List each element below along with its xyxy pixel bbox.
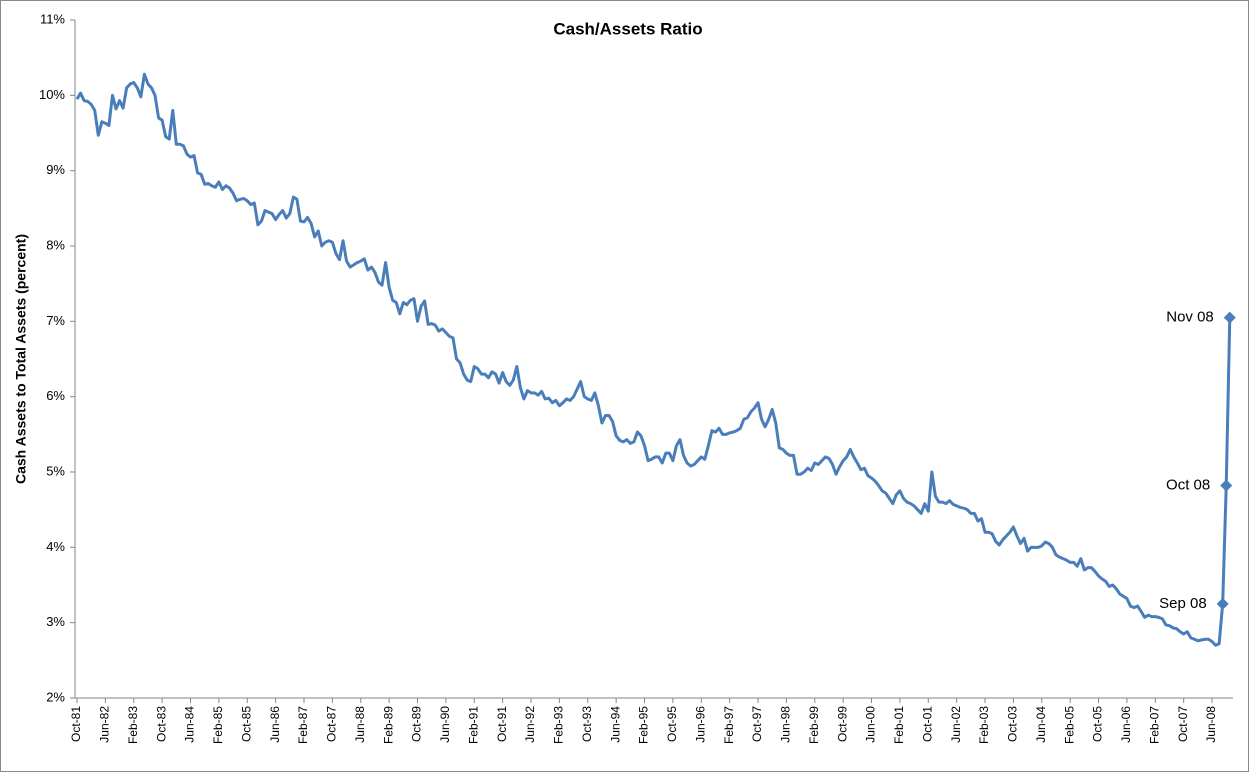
x-tick-label: Jun-98 (779, 706, 793, 743)
x-tick-label: Feb-85 (211, 706, 225, 744)
x-tick-label: Jun-82 (98, 706, 112, 743)
x-tick-label: Feb-07 (1147, 706, 1161, 744)
x-tick-label: Oct-93 (580, 706, 594, 742)
x-tick-label: Feb-01 (892, 706, 906, 744)
x-tick-label: Feb-05 (1062, 706, 1076, 744)
x-tick-label: Oct-99 (835, 706, 849, 742)
x-tick-label: Jun-96 (693, 706, 707, 743)
x-tick-label: Feb-95 (637, 706, 651, 744)
y-tick-label: 3% (46, 614, 65, 629)
x-tick-label: Jun-02 (949, 706, 963, 743)
point-marker (1220, 479, 1233, 492)
x-tick-label: Oct-05 (1091, 706, 1105, 742)
x-tick-label: Jun-90 (438, 706, 452, 743)
x-tick-label: Feb-89 (381, 706, 395, 744)
y-tick-label: 8% (46, 237, 65, 252)
point-marker (1216, 597, 1229, 610)
y-tick-label: 4% (46, 539, 65, 554)
x-tick-label: Oct-97 (750, 706, 764, 742)
y-tick-label: 9% (46, 162, 65, 177)
x-tick-label: Oct-89 (410, 706, 424, 742)
x-tick-label: Jun-06 (1119, 706, 1133, 743)
x-tick-label: Jun-92 (523, 706, 537, 743)
point-marker (1223, 311, 1236, 324)
y-tick-label: 2% (46, 689, 65, 704)
x-tick-label: Feb-87 (296, 706, 310, 744)
y-tick-label: 5% (46, 463, 65, 478)
x-tick-label: Feb-03 (977, 706, 991, 744)
x-tick-label: Feb-99 (807, 706, 821, 744)
x-tick-label: Oct-85 (239, 706, 253, 742)
annotation: Sep 08 (1159, 595, 1207, 612)
x-tick-label: Oct-83 (154, 706, 168, 742)
x-tick-label: Jun-94 (608, 706, 622, 743)
x-tick-label: Oct-81 (69, 706, 83, 742)
y-tick-label: 10% (39, 87, 65, 102)
x-tick-label: Jun-04 (1034, 706, 1048, 743)
y-axis-label: Cash Assets to Total Assets (percent) (13, 234, 29, 484)
y-tick-label: 7% (46, 313, 65, 328)
x-tick-label: Feb-83 (126, 706, 140, 744)
x-tick-label: Oct-87 (325, 706, 339, 742)
annotation: Nov 08 (1166, 309, 1214, 326)
chart-title: Cash/Assets Ratio (553, 19, 702, 38)
y-tick-label: 11% (40, 11, 65, 26)
x-tick-label: Jun-88 (353, 706, 367, 743)
x-tick-label: Jun-00 (864, 706, 878, 743)
x-tick-label: Oct-91 (495, 706, 509, 742)
x-tick-label: Jun-08 (1204, 706, 1218, 743)
x-tick-label: Jun-86 (268, 706, 282, 743)
annotation: Oct 08 (1166, 477, 1210, 494)
data-line (75, 72, 1232, 647)
x-tick-label: Feb-97 (722, 706, 736, 744)
x-tick-label: Jun-84 (183, 706, 197, 743)
x-tick-label: Feb-91 (466, 706, 480, 744)
x-tick-label: Oct-07 (1176, 706, 1190, 742)
x-tick-label: Oct-01 (920, 706, 934, 742)
x-tick-label: Feb-93 (552, 706, 566, 744)
x-tick-label: Oct-95 (665, 706, 679, 742)
x-tick-label: Oct-03 (1006, 706, 1020, 742)
y-tick-label: 6% (46, 388, 65, 403)
